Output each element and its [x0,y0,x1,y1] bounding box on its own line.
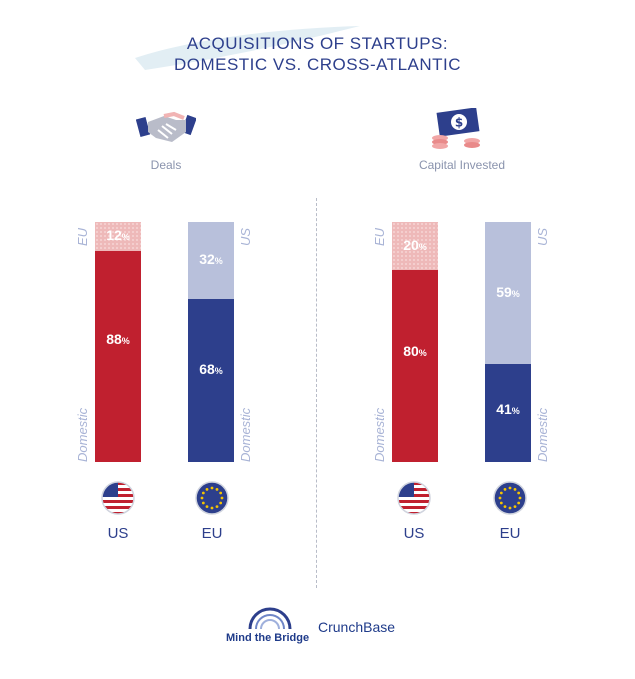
eu-star [219,491,223,495]
eu-star [210,486,214,490]
eu-star [499,501,503,505]
capital-us-bar: 20% 80% [392,222,438,462]
deals-eu-cross-label: 32% [188,251,234,267]
money-icon: $ [432,108,480,149]
mind-the-bridge-text: Mind the Bridge [226,632,310,644]
chart-title-line2: DOMESTIC VS. CROSS-ATLANTIC [173,55,462,74]
handshake-icon [136,111,196,142]
capital-eu-domestic-label-percent-sign: % [511,405,520,416]
capital-us-domestic-label-percent-sign: % [418,347,427,358]
eu-star [201,501,205,505]
deals-eu-bar: 32% 68% [188,222,234,462]
deals-us-domestic-label-value: 88 [106,331,122,348]
capital-eu-cross-label-value: 59 [496,283,512,300]
capital-us-domestic-label-value: 80 [403,342,419,359]
deals-eu-cross-side-label: US [238,227,253,246]
deals-us-cross-side-label: EU [75,227,90,246]
capital-us-domestic-side-label: Domestic [372,407,387,462]
deals-us-cross-label-percent-sign: % [121,232,130,243]
deals-eu-domestic-label-value: 68 [199,360,215,377]
mind-the-bridge-logo [248,607,292,630]
capital-eu-label: EU [499,525,521,542]
deals-us-bar: 12% 88% [95,222,141,462]
deals-eu-cross-label-percent-sign: % [214,256,223,267]
deals-eu-domestic-segment: 68% [188,298,234,462]
deals-us-domestic-side-label: Domestic [75,407,90,462]
eu-star [517,501,521,505]
eu-star [513,487,517,491]
capital-us-label: US [403,525,425,542]
eu-star [205,505,209,509]
capital-us-domestic-segment: 80% [392,270,438,462]
eu-star [219,501,223,505]
eu-star [508,486,512,490]
deals-us-label: US [107,525,129,542]
eu-star [220,496,224,500]
deals-eu-domestic-label-percent-sign: % [214,365,223,376]
eu-star [215,487,219,491]
capital-us-cross-side-label: EU [372,227,387,246]
eu-flag-icon [195,481,229,515]
capital-us-domestic-label: 80% [392,343,438,359]
capital-eu-domestic-segment: 41% [485,363,531,462]
eu-star [210,506,214,510]
capital-eu-cross-label: 59% [485,284,531,300]
eu-star [503,505,507,509]
deals-eu-cross-segment: 32% [188,222,234,299]
capital-eu-domestic-label: 41% [485,401,531,417]
eu-star [205,487,209,491]
deals-us-cross-label: 12% [95,227,141,243]
deals-us-cross-segment: 12% [95,222,141,251]
eu-star [499,491,503,495]
capital-eu-bar: 59% 41% [485,222,531,462]
eu-star [508,506,512,510]
deals-eu-label: EU [201,525,223,542]
deals-eu-domestic-side-label: Domestic [238,407,253,462]
deals-eu-domestic-label: 68% [188,361,234,377]
deals-us-cross-label-value: 12 [106,227,122,244]
crunchbase-logo: CrunchBase [318,619,396,635]
capital-us-cross-label-percent-sign: % [418,242,427,252]
us-flag-icon-2 [397,481,431,515]
eu-star [498,496,502,500]
deals-eu-cross-label-value: 32 [199,251,215,268]
deals-panel-title: Deals [150,158,182,172]
capital-us-cross-label-value: 20 [403,237,419,253]
capital-eu-cross-side-label: US [535,227,550,246]
capital-us-cross-label: 20% [392,237,438,253]
svg-text:$: $ [455,116,463,130]
chart-title-line1: ACQUISITIONS OF STARTUPS: [186,34,449,53]
capital-us-cross-segment: 20% [392,222,438,270]
eu-star [201,491,205,495]
capital-panel-title: Capital Invested [418,158,506,172]
us-flag-icon [101,481,135,515]
capital-eu-cross-label-percent-sign: % [511,288,520,299]
eu-star [215,505,219,509]
deals-us-domestic-label-percent-sign: % [121,336,130,347]
eu-star [518,496,522,500]
chart-title: ACQUISITIONS OF STARTUPS: DOMESTIC VS. C… [0,33,635,75]
deals-us-domestic-label: 88% [95,331,141,347]
capital-eu-domestic-side-label: Domestic [535,407,550,462]
deals-us-domestic-segment: 88% [95,250,141,462]
capital-eu-domestic-label-value: 41 [496,400,512,417]
eu-star [200,496,204,500]
eu-flag-icon-2 [493,481,527,515]
panel-divider [316,198,317,588]
eu-star [517,491,521,495]
title-brush-decoration [135,26,360,70]
capital-eu-cross-segment: 59% [485,222,531,364]
eu-star [503,487,507,491]
eu-star [513,505,517,509]
